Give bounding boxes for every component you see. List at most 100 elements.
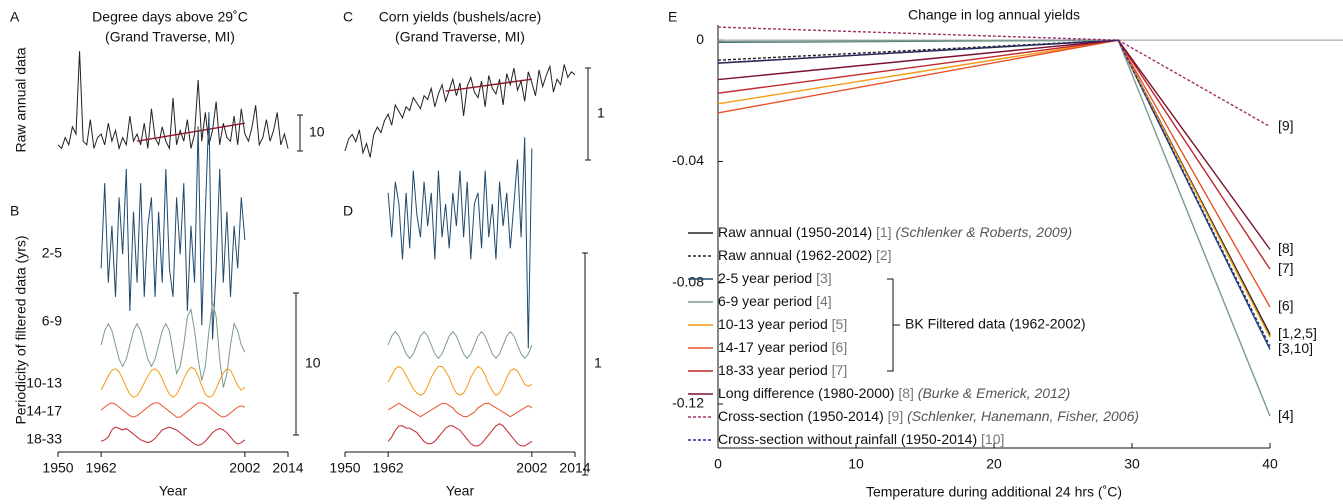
- y-tick-label: -0.12: [672, 395, 704, 411]
- legend-entry: Cross-section without rainfall (1950-201…: [718, 431, 1004, 447]
- legend-name: Cross-section (1950-2014): [718, 408, 884, 424]
- x-tick-label: 2014: [272, 460, 303, 476]
- scale-bar-label: 10: [309, 124, 325, 140]
- series-line: [100, 366, 246, 398]
- panel-title: Degree days above 29˚C: [92, 9, 248, 25]
- series-line: [445, 78, 532, 92]
- legend-ref: [1]: [876, 224, 892, 240]
- scale-bar-label: 1: [594, 355, 602, 371]
- legend-entry: 2-5 year period [3]: [718, 270, 832, 286]
- x-tick-label: 2014: [559, 460, 590, 476]
- y-axis-label: Raw annual data: [13, 47, 29, 152]
- panel-letter: E: [668, 9, 677, 25]
- band-label: 10-13: [26, 375, 62, 391]
- x-tick-label: 40: [1262, 456, 1278, 472]
- legend-entry: Long difference (1980-2000) [8] (Burke &…: [718, 385, 1070, 401]
- legend-name: Cross-section without rainfall (1950-201…: [718, 431, 977, 447]
- x-axis-label: Temperature during additional 24 hrs (˚C…: [866, 484, 1122, 500]
- x-tick-label: 10: [848, 456, 864, 472]
- y-tick-label: -0.04: [672, 152, 704, 168]
- y-axis-label: Periodicity of filtered data (yrs): [13, 235, 29, 424]
- end-label: [8]: [1278, 240, 1294, 256]
- series-line: [387, 402, 533, 418]
- legend-name: Raw annual (1950-2014): [718, 224, 872, 240]
- y-tick-label: 0: [696, 31, 704, 47]
- series-line: [387, 365, 533, 396]
- panel-letter: D: [343, 203, 353, 219]
- panel-title: (Grand Traverse, MI): [395, 29, 525, 45]
- series-line: [717, 39, 1271, 347]
- x-tick-label: 0: [714, 456, 722, 472]
- series-line: [387, 330, 533, 360]
- panel-title: (Grand Traverse, MI): [105, 29, 235, 45]
- legend-bracket: [887, 278, 900, 372]
- legend-name: 6-9 year period: [718, 293, 812, 309]
- legend-entry: Cross-section (1950-2014) [9] (Schlenker…: [718, 408, 1139, 424]
- legend-citation: (Schlenker & Roberts, 2009): [895, 224, 1072, 240]
- panel-letter: B: [10, 203, 19, 219]
- legend-entry: 6-9 year period [4]: [718, 293, 832, 309]
- x-tick-label: 30: [1124, 456, 1140, 472]
- end-label: [9]: [1278, 117, 1294, 133]
- x-tick-label: 1950: [42, 460, 73, 476]
- end-label: [7]: [1278, 260, 1294, 276]
- panel-title: Change in log annual yields: [908, 7, 1080, 23]
- band-label: 14-17: [26, 403, 62, 419]
- legend-name: 2-5 year period: [718, 270, 812, 286]
- series-line: [344, 64, 576, 158]
- scale-bar-label: 1: [597, 105, 605, 121]
- legend-ref: [2]: [876, 247, 892, 263]
- band-label: 18-33: [26, 431, 62, 447]
- x-tick-label: 20: [986, 456, 1002, 472]
- legend-entry: Raw annual (1950-2014) [1] (Schlenker & …: [718, 224, 1072, 240]
- legend-name: 10-13 year period: [718, 316, 828, 332]
- legend-name: Long difference (1980-2000): [718, 385, 894, 401]
- series-line: [100, 112, 246, 340]
- legend-citation: (Burke & Emerick, 2012): [918, 385, 1071, 401]
- x-axis-label: Year: [446, 483, 475, 499]
- series-line: [717, 39, 1271, 337]
- x-axis-label: Year: [159, 483, 188, 499]
- legend-name: 14-17 year period: [718, 339, 828, 355]
- y-tick-label: -0.08: [672, 273, 704, 289]
- legend-ref: [4]: [816, 293, 832, 309]
- scale-bar-label: 10: [305, 355, 321, 371]
- panel-letter: C: [343, 9, 353, 25]
- panel-letter: A: [10, 9, 20, 25]
- series-line: [136, 122, 245, 142]
- series-line: [100, 426, 246, 447]
- x-tick-label: 2002: [229, 460, 260, 476]
- series-line: [57, 51, 289, 151]
- legend-ref: [5]: [832, 316, 848, 332]
- end-label: [4]: [1278, 407, 1294, 423]
- legend-ref: [3]: [816, 270, 832, 286]
- band-label: 2-5: [42, 245, 62, 261]
- x-tick-label: 1962: [86, 460, 117, 476]
- band-label: 6-9: [42, 313, 62, 329]
- legend-name: 18-33 year period: [718, 362, 828, 378]
- legend-entry: 18-33 year period [7]: [718, 362, 847, 378]
- legend-entry: Raw annual (1962-2002) [2]: [718, 247, 892, 263]
- series-line: [387, 423, 533, 447]
- x-tick-label: 1962: [373, 460, 404, 476]
- legend-ref: [9]: [888, 408, 904, 424]
- series-line: [717, 39, 1271, 335]
- legend-ref: [8]: [898, 385, 914, 401]
- end-label: [3,10]: [1278, 340, 1313, 356]
- legend-citation: (Schlenker, Hanemann, Fisher, 2006): [907, 408, 1139, 424]
- bracket-label: BK Filtered data (1962-2002): [905, 316, 1086, 332]
- series-line: [387, 137, 533, 349]
- legend-name: Raw annual (1962-2002): [718, 247, 872, 263]
- end-label: [1,2,5]: [1278, 325, 1317, 341]
- legend-ref: [7]: [832, 362, 848, 378]
- x-tick-label: 1950: [329, 460, 360, 476]
- series-line: [100, 302, 246, 388]
- legend-entry: 14-17 year period [6]: [718, 339, 847, 355]
- legend-ref: [10]: [981, 431, 1004, 447]
- series-line: [100, 402, 246, 418]
- x-tick-label: 2002: [516, 460, 547, 476]
- legend-entry: 10-13 year period [5]: [718, 316, 847, 332]
- panel-title: Corn yields (bushels/acre): [379, 9, 542, 25]
